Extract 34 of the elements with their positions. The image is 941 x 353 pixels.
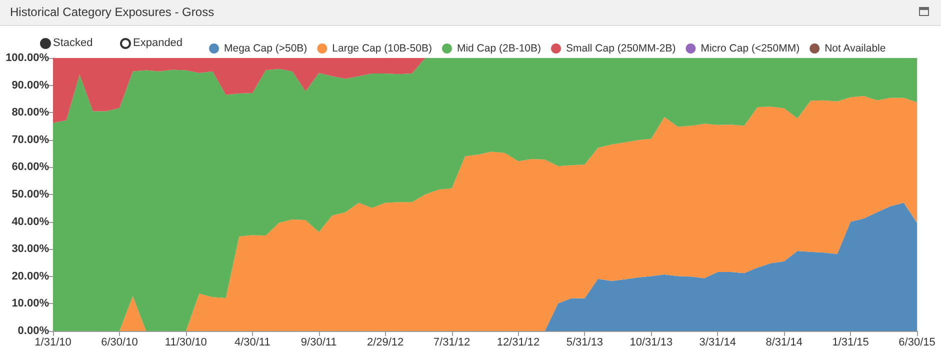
x-tick-label: 10/31/13 bbox=[630, 336, 673, 348]
y-tick-label: 90.00% bbox=[12, 79, 50, 92]
x-tick-label: 6/30/10 bbox=[101, 336, 138, 348]
chart-title: Historical Category Exposures - Gross bbox=[10, 5, 214, 19]
y-tick-label: 70.00% bbox=[12, 134, 50, 146]
legend-label: Mid Cap (2B-10B) bbox=[456, 42, 542, 54]
y-tick-label: 60.00% bbox=[12, 161, 50, 174]
x-tick-label: 1/31/10 bbox=[34, 336, 72, 348]
x-tick-label: 8/31/14 bbox=[766, 336, 802, 348]
y-tick-label: 40.00% bbox=[12, 216, 50, 228]
x-tick-label: 2/29/12 bbox=[366, 336, 404, 348]
y-tick-label: 80.00% bbox=[12, 106, 50, 119]
x-tick-label: 3/31/14 bbox=[699, 336, 736, 348]
x-tick-label: 7/31/12 bbox=[433, 336, 470, 348]
legend-label: Small Cap (250MM-2B) bbox=[566, 42, 676, 54]
y-tick-label: 30.00% bbox=[12, 243, 50, 256]
x-tick-label: 9/30/11 bbox=[300, 336, 337, 348]
y-tick-label: 100.00% bbox=[6, 52, 50, 64]
y-tick-label: 0.00% bbox=[18, 325, 50, 337]
x-tick-label: 11/30/10 bbox=[164, 336, 207, 348]
x-tick-label: 5/31/13 bbox=[566, 336, 604, 348]
legend-label: Large Cap (10B-50B) bbox=[332, 42, 432, 54]
legend-label: Mega Cap (>50B) bbox=[224, 42, 308, 54]
x-tick-label: 1/31/15 bbox=[832, 336, 869, 348]
x-tick-label: 4/30/11 bbox=[234, 336, 270, 348]
text: Stacked bbox=[53, 37, 93, 49]
y-tick-label: 10.00% bbox=[12, 298, 50, 310]
x-tick-label: 6/30/15 bbox=[898, 336, 936, 348]
y-tick-label: 50.00% bbox=[12, 188, 50, 200]
text: Expanded bbox=[133, 37, 183, 49]
legend-label: Not Available bbox=[824, 42, 886, 54]
y-tick-label: 20.00% bbox=[12, 270, 50, 282]
legend-label: Micro Cap (<250MM) bbox=[700, 42, 800, 54]
x-tick-label: 12/31/12 bbox=[496, 336, 540, 348]
